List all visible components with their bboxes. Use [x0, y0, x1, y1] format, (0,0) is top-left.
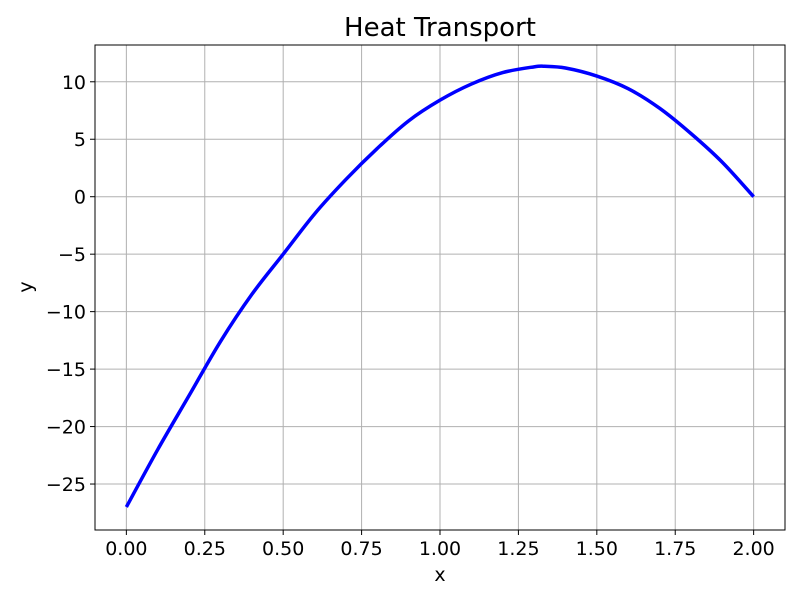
chart-title: Heat Transport [344, 13, 536, 43]
series-layer [124, 64, 755, 508]
y-tick-label: 5 [74, 129, 86, 151]
x-tick-label: 0.50 [262, 538, 304, 560]
y-tick-label: 10 [62, 72, 86, 94]
x-tick-label: 0.25 [184, 538, 226, 560]
series-line [124, 64, 755, 508]
y-tick-label: −5 [58, 244, 86, 266]
y-axis-label: y [15, 281, 37, 292]
x-tick-label: 2.00 [732, 538, 774, 560]
grid-lines [95, 45, 785, 530]
y-tick-label: 0 [74, 187, 86, 209]
x-tick-label: 0.75 [340, 538, 382, 560]
x-tick-label: 0.00 [105, 538, 147, 560]
x-tick-label: 1.75 [654, 538, 696, 560]
y-tick-label: −20 [46, 417, 86, 439]
y-tick-label: −15 [46, 359, 86, 381]
y-tick-label: −25 [46, 474, 86, 496]
x-tick-label: 1.50 [576, 538, 618, 560]
y-axis: −25 −20 −15 −10 −5 0 5 10 [46, 72, 95, 496]
y-tick-label: −10 [46, 302, 86, 324]
x-axis-label: x [434, 564, 445, 586]
x-tick-label: 1.25 [497, 538, 539, 560]
x-tick-label: 1.00 [419, 538, 461, 560]
x-axis: 0.00 0.25 0.50 0.75 1.00 1.25 1.50 1.75 2.00 [105, 530, 775, 560]
